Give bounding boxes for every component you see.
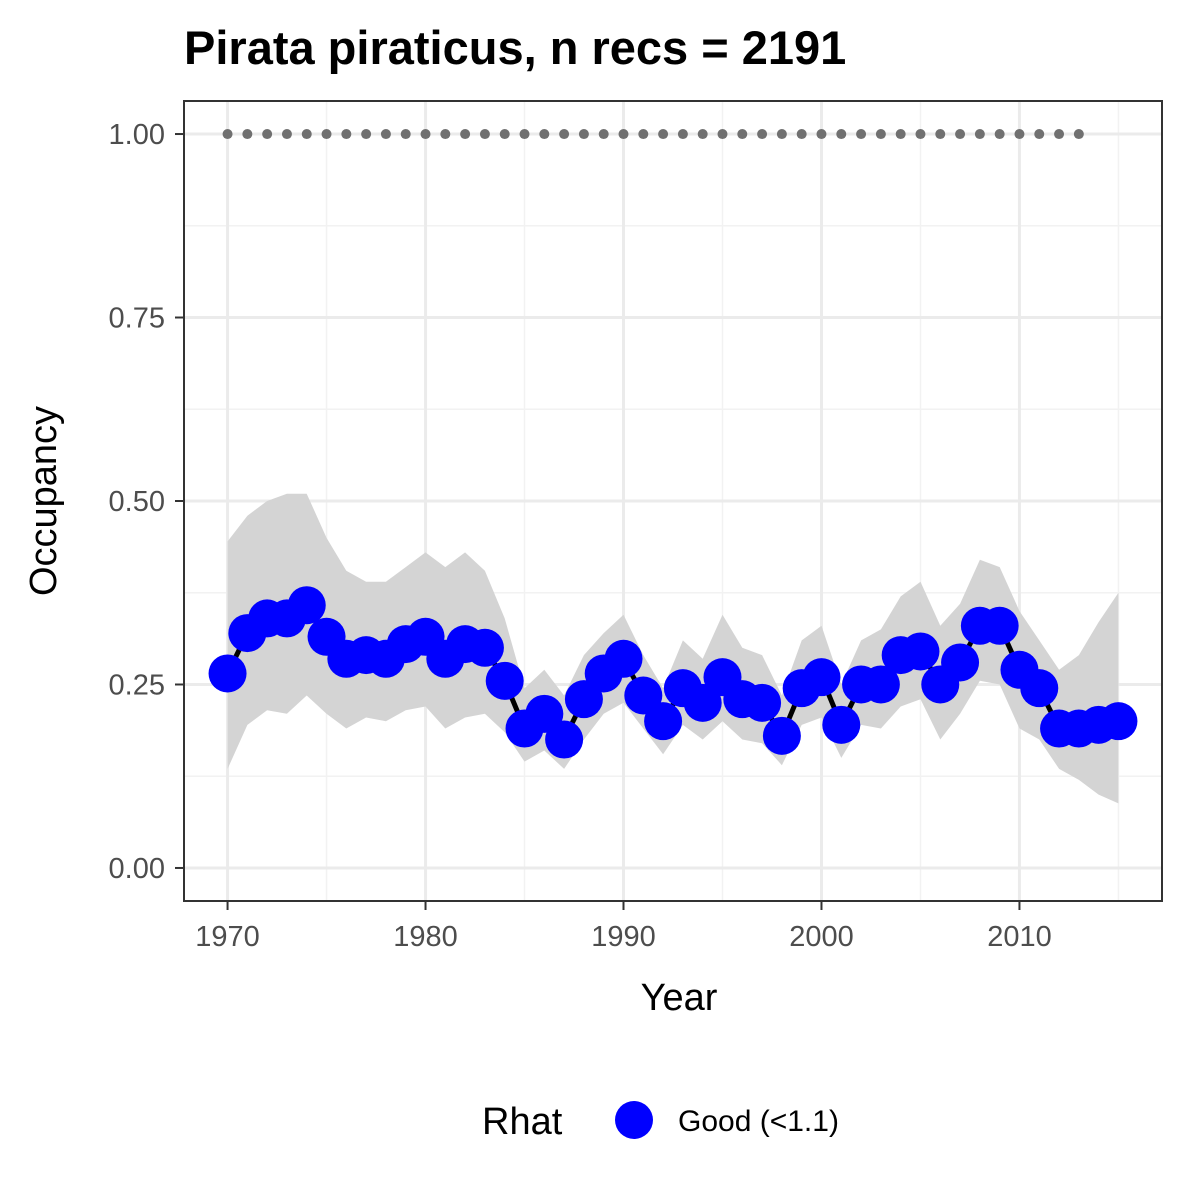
data-point [485, 661, 524, 700]
legend-title: Rhat [482, 1101, 563, 1143]
reference-point [618, 129, 629, 140]
x-tick-label: 2000 [789, 921, 854, 953]
y-axis-title: Occupancy [23, 406, 65, 596]
reference-point [262, 129, 273, 140]
reference-point [1073, 129, 1084, 140]
reference-point [816, 129, 827, 140]
reference-point [519, 129, 530, 140]
data-point [1099, 702, 1138, 741]
reference-point [321, 129, 332, 140]
reference-point [974, 129, 985, 140]
x-axis: 1970 1980 1990 2000 2010 [195, 901, 1052, 953]
y-axis: 0.00 0.25 0.50 0.75 1.00 [109, 119, 184, 885]
chart-title: Pirata piraticus, n recs = 2191 [184, 21, 846, 74]
y-tick-label: 0.25 [109, 669, 165, 701]
y-tick-label: 0.00 [109, 853, 165, 885]
reference-point [301, 129, 312, 140]
reference-point [935, 129, 946, 140]
data-point [545, 720, 584, 759]
reference-point [856, 129, 867, 140]
legend-key-good [615, 1101, 653, 1139]
reference-point [1034, 129, 1045, 140]
reference-point [341, 129, 352, 140]
confidence-ribbon-layer [227, 493, 1119, 804]
x-tick-label: 1970 [195, 921, 260, 953]
data-point [802, 658, 841, 697]
reference-point [875, 129, 886, 140]
reference-point [796, 129, 807, 140]
data-point [822, 705, 861, 744]
reference-point [697, 129, 708, 140]
data-point [465, 628, 504, 667]
data-point [624, 676, 663, 715]
reference-point [578, 129, 589, 140]
data-point [208, 654, 247, 693]
reference-point [776, 129, 787, 140]
reference-point [658, 129, 669, 140]
reference-point [598, 129, 609, 140]
data-point [941, 643, 980, 682]
reference-point [460, 129, 471, 140]
reference-point [1054, 129, 1065, 140]
reference-point [479, 129, 490, 140]
reference-point [1014, 129, 1025, 140]
reference-point [994, 129, 1005, 140]
reference-point [895, 129, 906, 140]
reference-point [539, 129, 550, 140]
reference-point [242, 129, 253, 140]
reference-point [380, 129, 391, 140]
reference-point [559, 129, 570, 140]
reference-points-layer [222, 129, 1084, 140]
reference-point [281, 129, 292, 140]
legend-label-good: Good (<1.1) [678, 1105, 839, 1138]
data-point [980, 606, 1019, 645]
reference-point [638, 129, 649, 140]
data-point [743, 683, 782, 722]
y-tick-label: 0.50 [109, 486, 165, 518]
reference-point [677, 129, 688, 140]
reference-point [737, 129, 748, 140]
reference-point [955, 129, 966, 140]
data-point [564, 680, 603, 719]
x-tick-label: 1990 [591, 921, 656, 953]
data-point [683, 683, 722, 722]
occupancy-points-layer [208, 586, 1138, 759]
x-axis-title: Year [641, 977, 718, 1019]
data-point [1020, 669, 1059, 708]
data-point [762, 716, 801, 755]
reference-point [440, 129, 451, 140]
reference-point [222, 129, 233, 140]
reference-point [499, 129, 510, 140]
data-point [644, 702, 683, 741]
reference-point [836, 129, 847, 140]
data-point [525, 694, 564, 733]
x-tick-label: 2010 [987, 921, 1052, 953]
legend: Rhat Good (<1.1) [482, 1101, 839, 1143]
confidence-ribbon [227, 493, 1119, 804]
reference-point [400, 129, 411, 140]
y-tick-label: 1.00 [109, 119, 165, 151]
data-point [861, 665, 900, 704]
data-point [901, 632, 940, 671]
y-tick-label: 0.75 [109, 303, 165, 335]
reference-point [420, 129, 431, 140]
reference-point [361, 129, 372, 140]
reference-point [757, 129, 768, 140]
data-point [604, 639, 643, 678]
data-point [287, 586, 326, 625]
reference-point [717, 129, 728, 140]
reference-point [915, 129, 926, 140]
x-tick-label: 1980 [393, 921, 458, 953]
